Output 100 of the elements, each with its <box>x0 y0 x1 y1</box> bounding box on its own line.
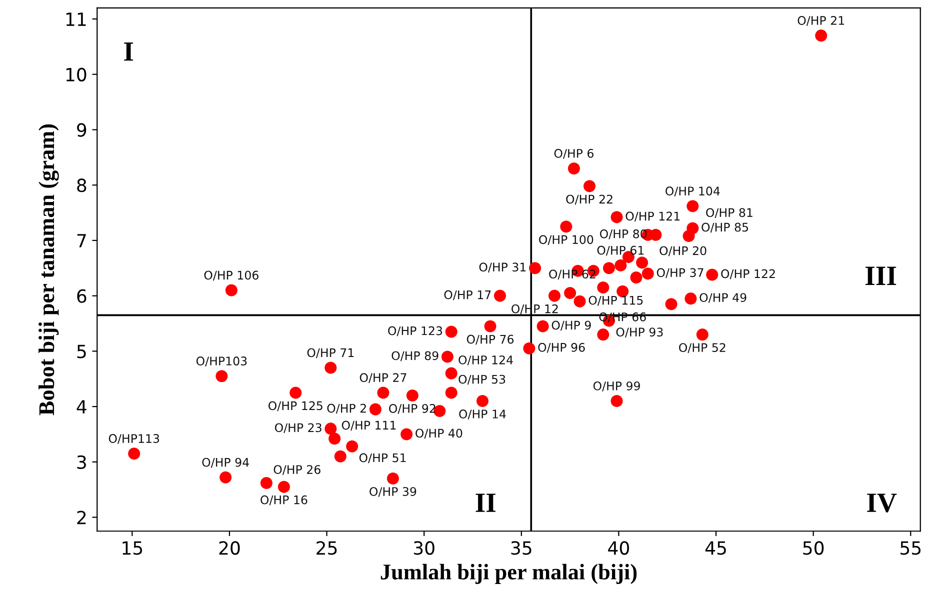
point <box>128 448 140 460</box>
data-label: O/HP113 <box>108 434 160 444</box>
x-tick-label: 35 <box>511 541 532 555</box>
point <box>445 386 458 399</box>
point <box>610 394 623 408</box>
data-label: O/HP 106 <box>204 270 258 281</box>
data-label: O/HP 37 <box>656 268 704 278</box>
data-label: O/HP 100 <box>539 235 594 245</box>
point <box>476 394 488 408</box>
x-tick-label: 25 <box>316 541 337 555</box>
point <box>334 450 346 462</box>
point <box>560 220 572 233</box>
data-label: O/HP 16 <box>260 495 308 506</box>
point <box>324 422 337 435</box>
point <box>386 472 399 485</box>
data-label: O/HP 61 <box>597 246 644 256</box>
point <box>574 295 586 308</box>
point <box>324 362 337 374</box>
x-tick-label: 30 <box>414 541 434 555</box>
y-tick-label: 8 <box>77 178 86 192</box>
point <box>441 350 454 363</box>
point <box>614 259 627 272</box>
y-tick-label: 10 <box>66 68 86 82</box>
data-label: O/HP 21 <box>798 16 844 26</box>
annotation: IV <box>867 494 897 512</box>
point <box>290 386 302 399</box>
point <box>278 480 290 493</box>
data-label: O/HP 125 <box>268 401 322 412</box>
point <box>220 471 232 484</box>
point <box>616 285 629 298</box>
point <box>686 200 699 212</box>
point <box>815 30 828 42</box>
data-label: O/HP 31 <box>479 262 526 272</box>
data-label: O/HP 23 <box>274 423 322 434</box>
data-label: O/HP 92 <box>389 404 436 414</box>
data-label: O/HP 9 <box>552 320 591 331</box>
point <box>445 367 458 380</box>
y-tick-label: 7 <box>77 234 86 248</box>
data-label: O/HP 2 <box>327 404 366 414</box>
data-label: O/HP 71 <box>307 348 354 358</box>
point <box>494 290 506 302</box>
point <box>260 476 272 489</box>
annotation: II <box>476 494 496 512</box>
point <box>564 287 576 300</box>
x-tick-label: 15 <box>122 541 142 555</box>
y-tick-label: 3 <box>77 455 86 470</box>
data-label: O/HP 85 <box>702 222 748 233</box>
point <box>406 389 418 402</box>
point <box>216 370 228 382</box>
point <box>706 268 718 281</box>
point <box>400 428 413 440</box>
point <box>684 292 697 305</box>
point <box>584 180 596 192</box>
data-label: O/HP 121 <box>626 212 680 222</box>
point <box>602 262 615 274</box>
point <box>328 432 341 445</box>
data-label: O/HP 124 <box>458 355 513 366</box>
data-label: O/HP 27 <box>360 373 406 384</box>
data-label: O/HP 123 <box>388 326 442 336</box>
data-label: O/HP 104 <box>666 186 720 196</box>
y-tick-label: 2 <box>77 510 86 524</box>
data-label: O/HP 76 <box>466 334 514 345</box>
point <box>682 230 695 242</box>
point <box>346 440 358 452</box>
point <box>523 342 536 354</box>
point <box>445 326 458 338</box>
x-axis-title: Jumlah biji per malai (biji) <box>380 564 637 584</box>
annotation: III <box>866 266 896 285</box>
data-label: O/HP 14 <box>459 410 506 420</box>
point <box>597 328 610 341</box>
data-label: O/HP 96 <box>538 342 585 353</box>
data-label: O/HP 6 <box>554 148 594 159</box>
data-label: O/HP 89 <box>392 351 438 362</box>
x-tick-label: 50 <box>803 541 824 555</box>
data-label: O/HP 94 <box>202 458 249 468</box>
point <box>642 268 654 280</box>
data-label: O/HP 22 <box>566 194 612 205</box>
y-tick-label: 4 <box>76 400 86 414</box>
point <box>568 162 580 174</box>
point <box>536 320 549 332</box>
data-label: O/HP 40 <box>416 428 462 439</box>
data-label: O/HP 99 <box>593 381 640 392</box>
data-label: O/HP 51 <box>359 453 406 464</box>
point <box>597 281 610 294</box>
x-tick-label: 45 <box>705 541 726 555</box>
point <box>529 262 542 274</box>
y-tick-label: 5 <box>77 344 86 358</box>
data-label: O/HP 26 <box>274 465 320 475</box>
y-tick-label: 6 <box>77 289 86 303</box>
data-label: O/HP 115 <box>588 296 643 306</box>
data-label: O/HP 81 <box>706 208 752 218</box>
point <box>665 298 678 310</box>
annotation: I <box>124 42 134 61</box>
point <box>636 256 648 269</box>
x-tick-label: 55 <box>900 541 921 555</box>
data-label: O/HP 111 <box>342 420 396 431</box>
y-tick-label: 9 <box>77 123 86 137</box>
point <box>630 272 642 284</box>
data-label: O/HP103 <box>196 356 247 366</box>
point <box>484 320 496 332</box>
